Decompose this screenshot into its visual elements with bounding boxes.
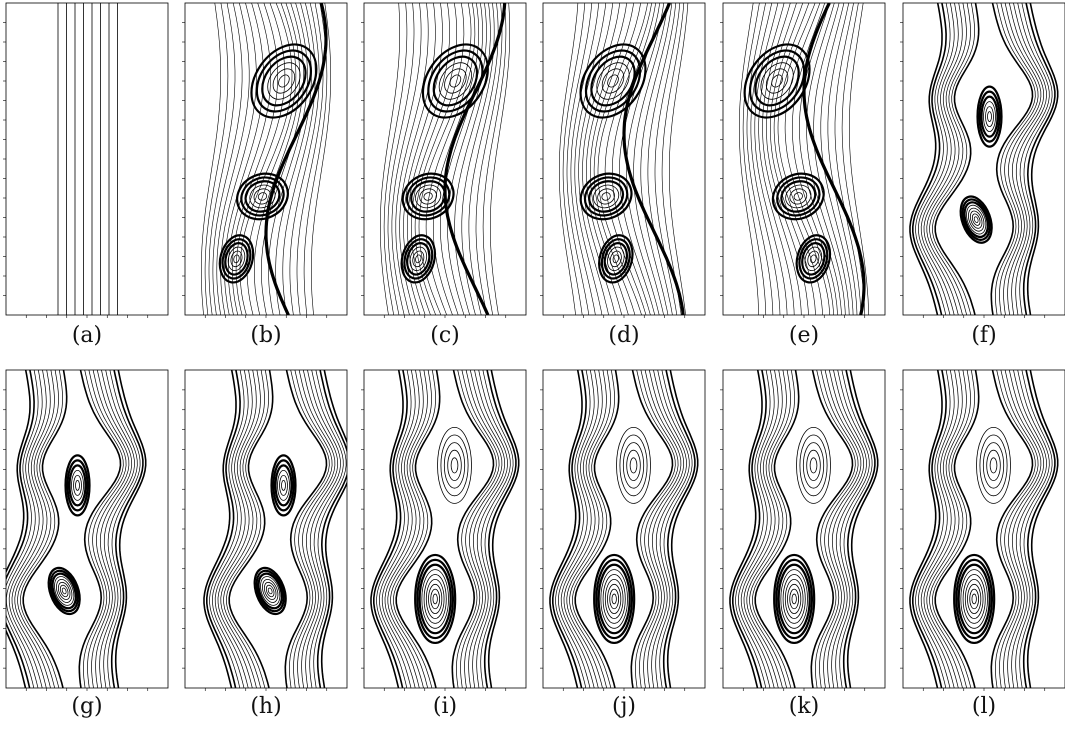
- panel-caption: (j): [612, 694, 636, 719]
- panel-caption: (b): [250, 323, 282, 348]
- panel-caption: (h): [250, 694, 282, 719]
- panel-b: [182, 2, 348, 318]
- panel-e: [720, 2, 886, 318]
- panel-caption: (l): [971, 694, 997, 719]
- panel-caption: (g): [71, 694, 103, 719]
- panel-caption: (d): [608, 323, 640, 348]
- panel-k: [720, 369, 886, 691]
- panel-d: [540, 2, 706, 318]
- panel-caption: (a): [71, 323, 103, 348]
- panel-a: [3, 2, 169, 318]
- panel-g: [3, 369, 169, 691]
- panel-caption: (e): [788, 323, 820, 348]
- panel-h: [182, 369, 348, 691]
- panel-j: [540, 369, 706, 691]
- panel-caption: (i): [432, 694, 458, 719]
- panel-c: [361, 2, 527, 318]
- panel-caption: (f): [971, 323, 997, 348]
- panel-caption: (k): [788, 694, 820, 719]
- panel-i: [361, 369, 527, 691]
- panel-caption: (c): [430, 323, 460, 348]
- panel-l: [900, 369, 1065, 691]
- panel-f: [900, 2, 1065, 318]
